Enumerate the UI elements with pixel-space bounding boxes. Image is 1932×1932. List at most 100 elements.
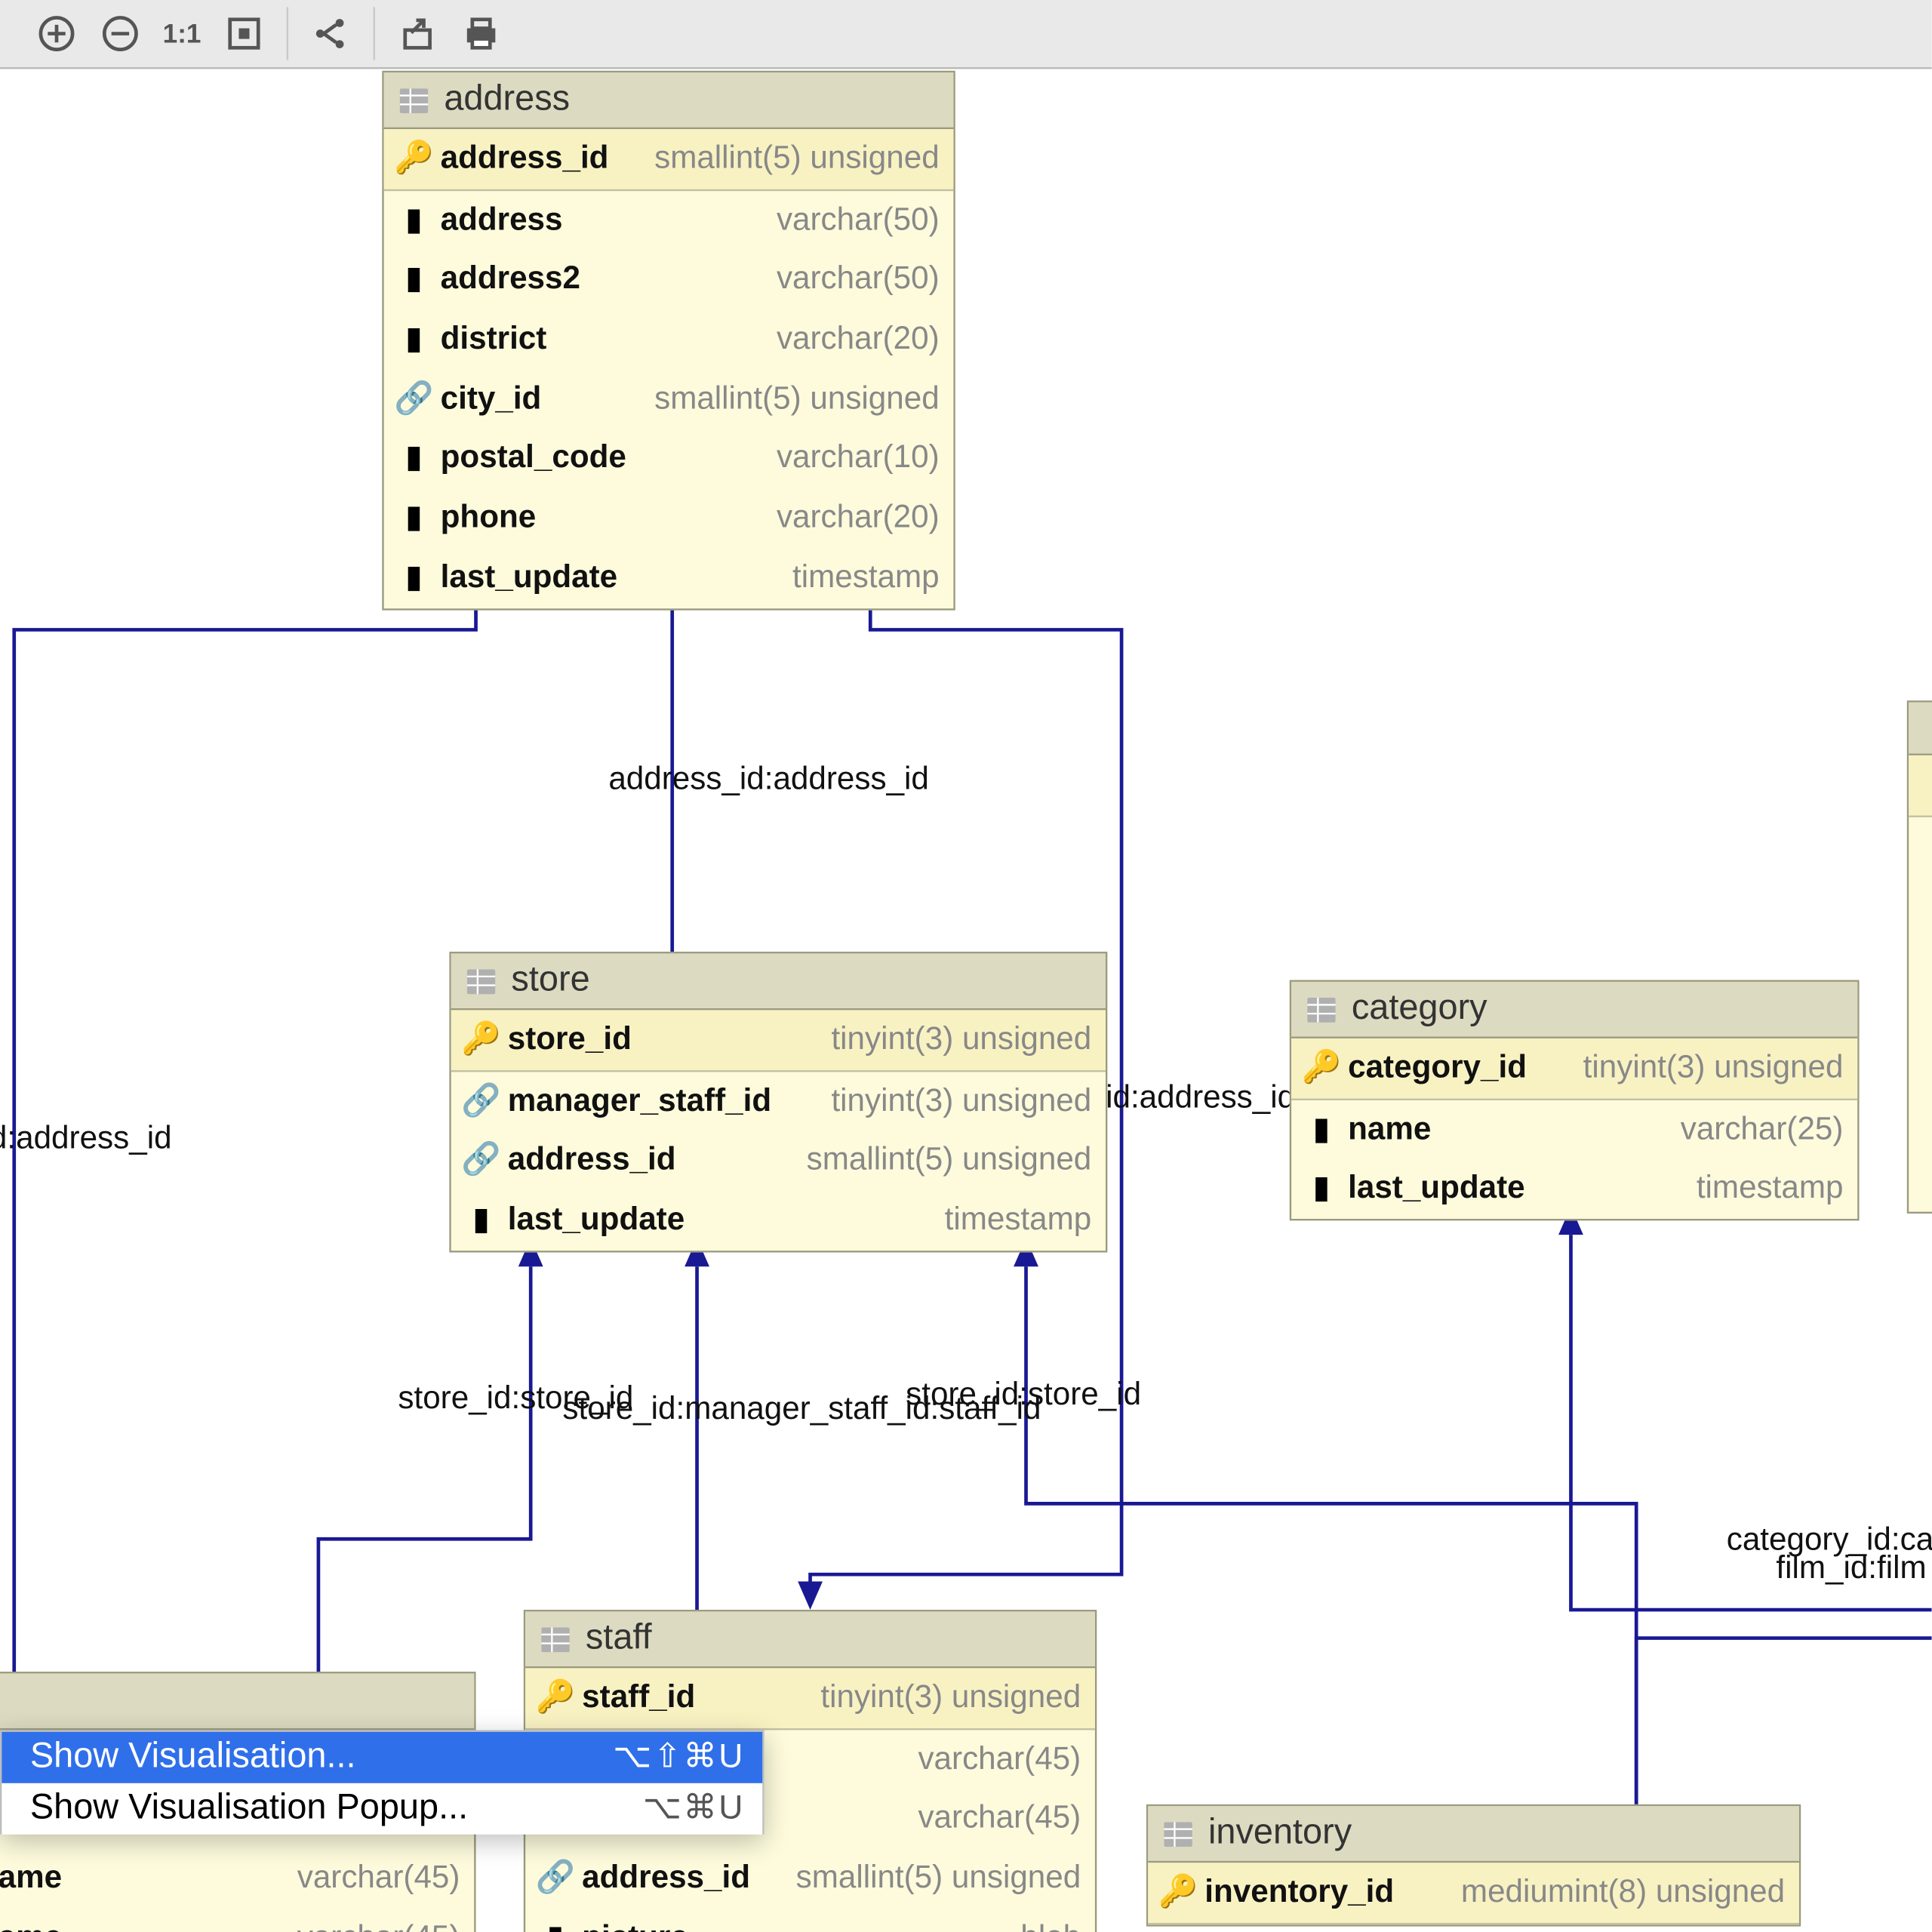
column-name: _name [0, 1912, 62, 1932]
col-icon: ▮ [398, 264, 429, 296]
col-icon: ▮ [540, 1922, 571, 1932]
column-name: manager_staff_id [508, 1075, 771, 1128]
column-row[interactable] [1909, 936, 1932, 995]
column-name: category_id [1348, 1042, 1527, 1095]
entity-stub-right[interactable] [1907, 700, 1932, 1214]
context-menu: Show Visualisation... ⌥⇧⌘U Show Visualis… [0, 1730, 764, 1834]
entity-title: staff [586, 1619, 652, 1660]
toolbar: 1:1 [0, 0, 1932, 69]
menu-item-show-visualisation-popup[interactable]: Show Visualisation Popup... ⌥⌘U [2, 1783, 762, 1835]
entity-header[interactable]: inventory [1148, 1806, 1799, 1863]
column-name: address_id [508, 1134, 676, 1187]
column-type: smallint(5) unsigned [807, 1134, 1092, 1187]
entity-header[interactable]: omer [0, 1673, 474, 1730]
entity-title: store [511, 961, 589, 1001]
column-type: blob [1020, 1912, 1081, 1932]
column-type: smallint(5) unsigned [654, 373, 940, 426]
table-icon [1162, 1817, 1194, 1849]
column-name: phone [441, 492, 537, 545]
column-type: tinyint(3) unsigned [831, 1014, 1091, 1066]
column-row[interactable]: 🔑 category_id tinyint(3) unsigned [1291, 1038, 1857, 1100]
column-type: varchar(50) [777, 254, 940, 306]
column-name: _name [0, 1853, 62, 1906]
column-type: varchar(20) [777, 492, 940, 545]
table-icon [465, 965, 497, 997]
column-name: last_update [441, 552, 617, 605]
zoom-11-text[interactable]: 1:1 [152, 19, 212, 49]
column-name: address2 [441, 254, 580, 306]
col-icon: ▮ [1306, 1174, 1337, 1205]
column-row[interactable]: ▮_namevarchar(45) [0, 1909, 474, 1932]
edge-label: store_id:store_id [906, 1377, 1141, 1414]
column-row[interactable]: ▮ last_update timestamp [1291, 1159, 1857, 1219]
column-row[interactable]: 🔑store_idtinyint(3) unsigned [451, 1010, 1106, 1071]
column-row[interactable]: ▮addressvarchar(50) [384, 190, 954, 250]
column-type: tinyint(3) unsigned [1583, 1042, 1844, 1095]
entity-header[interactable]: store [451, 953, 1106, 1010]
col-icon: ▮ [1306, 1114, 1337, 1146]
column-row[interactable]: 🔑inventory_idmediumint(8) unsigned [1148, 1863, 1799, 1924]
pk-icon: 🔑 [1162, 1877, 1194, 1909]
column-type: timestamp [1697, 1163, 1844, 1216]
entity-store[interactable]: store 🔑store_idtinyint(3) unsigned 🔗 mana… [449, 952, 1107, 1252]
column-name: last_update [1348, 1163, 1524, 1216]
column-row[interactable]: ▮last_updatetimestamp [384, 548, 954, 608]
entity-category[interactable]: category 🔑 category_id tinyint(3) unsigned… [1290, 980, 1860, 1221]
entity-title: address [444, 79, 570, 120]
column-type: tinyint(3) unsigned [831, 1075, 1091, 1128]
column-row[interactable]: 🔑staff_idtinyint(3) unsigned [525, 1668, 1095, 1729]
zoom-out-icon[interactable] [88, 2, 152, 65]
erd-canvas[interactable]: address_id:address_id address_id:address… [0, 71, 1932, 1932]
pk-icon: 🔑 [1306, 1052, 1337, 1084]
table-icon [540, 1623, 571, 1655]
fk-icon: 🔗 [465, 1085, 497, 1117]
column-name: district [441, 313, 547, 366]
column-type: tinyint(3) unsigned [820, 1672, 1081, 1724]
column-type: varchar(45) [918, 1792, 1081, 1845]
column-row[interactable]: 🔗address_idsmallint(5) unsigned [451, 1131, 1106, 1191]
menu-item-accel: ⌥⌘U [643, 1789, 745, 1829]
layout-icon[interactable] [298, 2, 361, 65]
export-icon[interactable] [385, 2, 448, 65]
column-row[interactable]: ▮postal_codevarchar(10) [384, 429, 954, 488]
column-type: mediumint(8) unsigned [1461, 1866, 1785, 1919]
column-name: name [1348, 1103, 1431, 1156]
col-icon: ▮ [398, 205, 429, 236]
column-row[interactable]: ▮ name varchar(25) [1291, 1100, 1857, 1159]
entity-header[interactable]: category [1291, 982, 1857, 1038]
print-icon[interactable] [449, 2, 512, 65]
fit-icon[interactable] [212, 2, 275, 65]
zoom-in-icon[interactable] [25, 2, 88, 65]
entity-header[interactable]: staff [525, 1611, 1095, 1668]
column-row[interactable] [1909, 755, 1932, 817]
menu-item-show-visualisation[interactable]: Show Visualisation... ⌥⇧⌘U [2, 1732, 762, 1783]
pk-icon: 🔑 [398, 143, 429, 174]
column-name: address_id [441, 133, 609, 186]
column-type: varchar(45) [918, 1733, 1081, 1786]
column-row[interactable]: ▮districtvarchar(20) [384, 309, 954, 369]
column-type: varchar(25) [1681, 1103, 1844, 1156]
column-row[interactable] [1909, 876, 1932, 936]
toolbar-separator [373, 7, 374, 60]
table-icon [1306, 993, 1337, 1025]
column-name: last_update [508, 1194, 685, 1247]
column-type: varchar(45) [297, 1912, 460, 1932]
entity-header[interactable]: address [384, 72, 954, 129]
column-row[interactable]: ▮_namevarchar(45) [0, 1849, 474, 1909]
fk-icon: 🔗 [540, 1863, 571, 1894]
column-row[interactable]: ▮ picture blob [525, 1909, 1095, 1932]
column-row[interactable]: 🔗address_idsmallint(5) unsigned [525, 1849, 1095, 1909]
column-row[interactable]: 🔑address_idsmallint(5) unsigned [384, 129, 954, 190]
column-name: address_id [582, 1852, 750, 1905]
column-row[interactable]: 🔗city_idsmallint(5) unsigned [384, 369, 954, 429]
menu-item-label: Show Visualisation Popup... [30, 1789, 614, 1829]
column-row[interactable]: 🔗 manager_staff_id tinyint(3) unsigned [451, 1072, 1106, 1131]
column-name: picture [582, 1912, 688, 1932]
column-row[interactable]: ▮phonevarchar(20) [384, 488, 954, 548]
entity-inventory[interactable]: inventory 🔑inventory_idmediumint(8) unsi… [1146, 1804, 1801, 1926]
entity-address[interactable]: address 🔑address_idsmallint(5) unsigned … [382, 71, 955, 610]
entity-header[interactable] [1909, 703, 1932, 755]
column-row[interactable] [1909, 817, 1932, 876]
column-row[interactable]: ▮last_updatetimestamp [451, 1191, 1106, 1251]
column-row[interactable]: ▮ address2 varchar(50) [384, 250, 954, 309]
